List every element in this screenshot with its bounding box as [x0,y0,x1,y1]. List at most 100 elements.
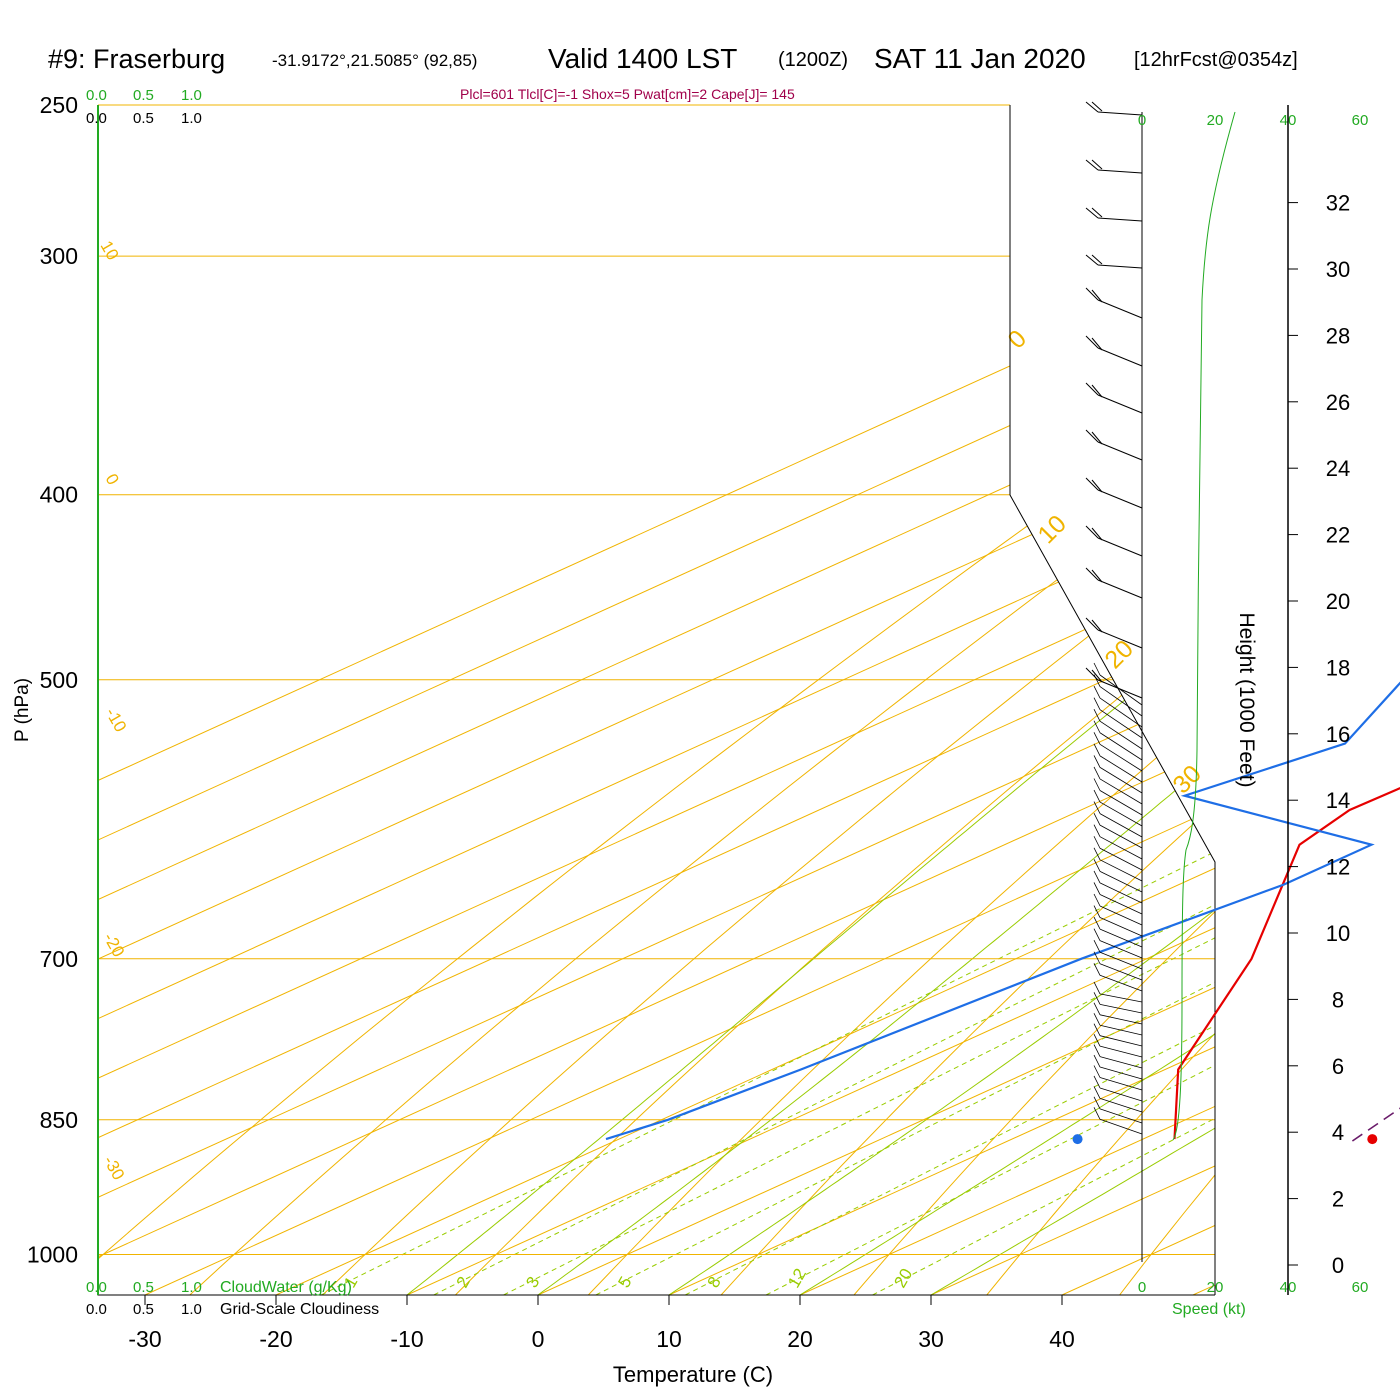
wind-speed-axis-bottom: 0 20 40 60 Speed (kt) [1138,1279,1369,1318]
wind-barb [1085,254,1143,269]
wind-barb [1093,1002,1143,1025]
height-label-32: 32 [1326,191,1350,216]
wind-speed-profile [1172,111,1236,1141]
svg-text:60: 60 [1352,1279,1369,1296]
svg-text:0.0: 0.0 [86,1279,107,1296]
wind-barb [1085,159,1143,174]
moist-adiabat [799,105,1215,1295]
wind-barb [1093,905,1143,937]
isotherm-label-right: 0 [1002,325,1032,355]
wind-barb [1093,1107,1143,1135]
wind-barb [1093,963,1143,992]
svg-text:0.0: 0.0 [86,87,107,104]
svg-text:1.0: 1.0 [181,110,202,127]
height-label-2: 2 [1332,1187,1344,1212]
isotherm [1061,105,1215,1295]
height-label-0: 0 [1332,1253,1344,1278]
svg-text:1.0: 1.0 [181,87,202,104]
dry-adiabat [1253,105,1400,1295]
wind-barb [1085,477,1143,509]
height-label-14: 14 [1326,788,1350,813]
x-axis-title: Temperature (C) [613,1362,773,1387]
wind-barb [1093,789,1143,827]
y-axis-title: P (hPa) [12,678,33,742]
dry-adiabat [720,105,1215,1295]
wind-barb [1093,882,1143,915]
isotherm [98,105,1215,1295]
wind-barb [1093,812,1143,849]
wind-barb [1085,335,1143,367]
mixing-ratio-label-20: 20 [890,1265,916,1291]
dry-adiabat [853,105,1215,1295]
isotherm [668,105,1215,1295]
forecast-run: [12hrFcst@0354z] [1134,49,1298,71]
svg-text:0: 0 [1138,1279,1146,1296]
wind-barb [1093,847,1143,882]
pressure-label-1000: 1000 [27,1242,78,1268]
height-label-24: 24 [1326,456,1350,481]
moist-adiabat [537,105,1215,1295]
station-title: #9: Fraserburg [48,44,225,74]
isotherm-label-left: 10 [97,238,123,264]
wind-barb [1093,893,1143,926]
isobar-lines [98,104,1215,1256]
wind-barb [1093,859,1143,893]
height-label-6: 6 [1332,1054,1344,1079]
isotherm [98,105,1215,1295]
height-label-30: 30 [1326,257,1350,282]
svg-text:0: 0 [1138,112,1146,129]
isotherm-label-right: 30 [1167,760,1206,799]
wind-barb [1093,916,1143,948]
zulu-time: (1200Z) [778,49,848,71]
wind-barb [1085,525,1143,557]
wind-barb [1093,755,1143,794]
wind-barb [1085,382,1143,414]
height-label-28: 28 [1326,323,1350,348]
surface-temperature-marker [1367,1134,1378,1145]
isotherm [98,105,1215,1295]
wind-barb [1093,801,1143,838]
cloud-scale-bottom: 0.0 0.5 1.0 CloudWater (g/Kg) 0.0 0.5 1.… [86,1279,379,1318]
wind-barb [1085,667,1143,699]
wind-barb [1093,928,1143,959]
svg-text:0.0: 0.0 [86,1301,107,1318]
wind-barb [1093,981,1143,1003]
isotherm [275,105,1215,1295]
wind-barb [1093,870,1143,904]
pressure-label-500: 500 [40,667,78,693]
isotherm-label-right: 20 [1099,635,1138,674]
mixing-ratio-line-8 [685,494,1215,1295]
svg-text:0.5: 0.5 [133,87,154,104]
dry-adiabat [322,105,1215,1295]
mixing-ratio-line-5 [595,494,1215,1295]
wind-barb [1093,743,1143,783]
wind-barb [1093,697,1143,739]
wind-barb [1093,720,1143,761]
isotherm [98,105,1215,1295]
forecast-date: SAT 11 Jan 2020 [874,43,1086,74]
isotherm-labels: 10 0 -10 -20 -30 0 10 20 30 [97,238,1207,1184]
height-label-22: 22 [1326,523,1350,548]
wind-barb [1093,951,1143,981]
surface-dewpoint-marker [1072,1134,1083,1145]
wind-barb [1093,1065,1143,1091]
temperature-line [1173,786,1400,1140]
svg-text:60: 60 [1352,112,1369,129]
wind-barb [1085,207,1143,222]
height-label-8: 8 [1332,987,1344,1012]
dewpoint-line [605,681,1400,1141]
x-tick-label--20: -20 [259,1326,292,1352]
isotherm [98,105,1215,1295]
isotherm [930,105,1215,1295]
svg-text:1.0: 1.0 [181,1301,202,1318]
wind-barb [1093,1054,1143,1080]
height-label-20: 20 [1326,589,1350,614]
x-tick-label-40: 40 [1049,1326,1075,1352]
x-tick-label-20: 20 [787,1326,813,1352]
wind-barb [1093,1023,1143,1047]
height-label-26: 26 [1326,390,1350,415]
wind-barb [1093,778,1143,816]
parcel-line [1351,1107,1400,1142]
dry-adiabat [455,105,1215,1295]
